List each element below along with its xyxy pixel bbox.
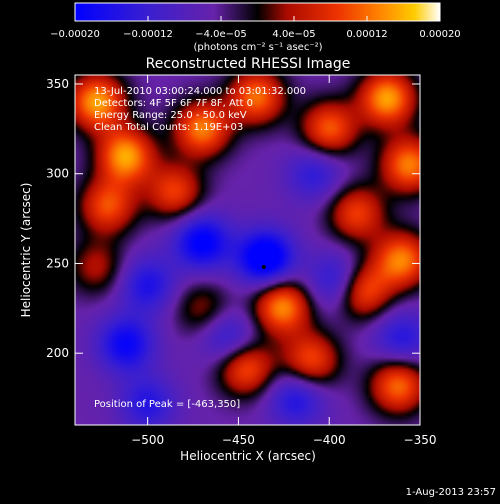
colorbar-tick-label: 0.00020 [419, 29, 460, 40]
colorbar-tick-label: 4.0e−05 [272, 29, 315, 40]
annotation-block: 13-Jul-2010 03:00:24.000 to 03:01:32.000… [94, 86, 306, 133]
heatmap-image [75, 75, 420, 425]
x-tick-label: −350 [404, 433, 437, 447]
peak-position-label: Position of Peak = [-463,350] [94, 399, 240, 410]
x-tick-label: −450 [222, 433, 255, 447]
colorbar-tick-label: −0.00012 [123, 29, 173, 40]
colorbar: −0.00020 −0.00012 −4.0e−05 4.0e−05 0.00012 0.… [50, 2, 461, 53]
colorbar-ticks: −0.00020 −0.00012 −4.0e−05 4.0e−05 0.00012 0.… [50, 16, 461, 40]
colorbar-gradient [74, 2, 441, 22]
annotation-detectors: Detectors: 4F 5F 6F 7F 8F, Att 0 [94, 98, 253, 109]
y-tick-label: 350 [46, 77, 69, 91]
annotation-time: 13-Jul-2010 03:00:24.000 to 03:01:32.000 [94, 86, 306, 97]
y-axis-ticks: 200 250 300 350 [46, 77, 420, 360]
chart-title: Reconstructed RHESSI Image [146, 56, 351, 72]
y-tick-label: 300 [46, 167, 69, 181]
colorbar-tick-label: −0.00020 [50, 29, 100, 40]
annotation-energy: Energy Range: 25.0 - 50.0 keV [94, 110, 247, 121]
y-tick-label: 200 [46, 346, 69, 360]
x-axis-ticks: −500 −450 −400 −350 [131, 75, 436, 447]
peak-dot [261, 265, 266, 270]
x-axis-label: Heliocentric X (arcsec) [180, 449, 316, 463]
footer-date: 1-Aug-2013 23:57 [406, 487, 496, 498]
colorbar-unit-label: (photons cm⁻² s⁻¹ asec⁻²) [193, 42, 322, 53]
plot-frame [74, 74, 421, 426]
colorbar-tick-label: 0.00012 [346, 29, 387, 40]
y-tick-label: 250 [46, 256, 69, 270]
y-axis-label: Heliocentric Y (arcsec) [19, 183, 33, 318]
colorbar-tick-label: −4.0e−05 [195, 29, 247, 40]
x-tick-label: −500 [131, 433, 164, 447]
peak-marker [261, 265, 266, 270]
x-tick-label: −400 [313, 433, 346, 447]
annotation-counts: Clean Total Counts: 1.19E+03 [94, 122, 243, 133]
